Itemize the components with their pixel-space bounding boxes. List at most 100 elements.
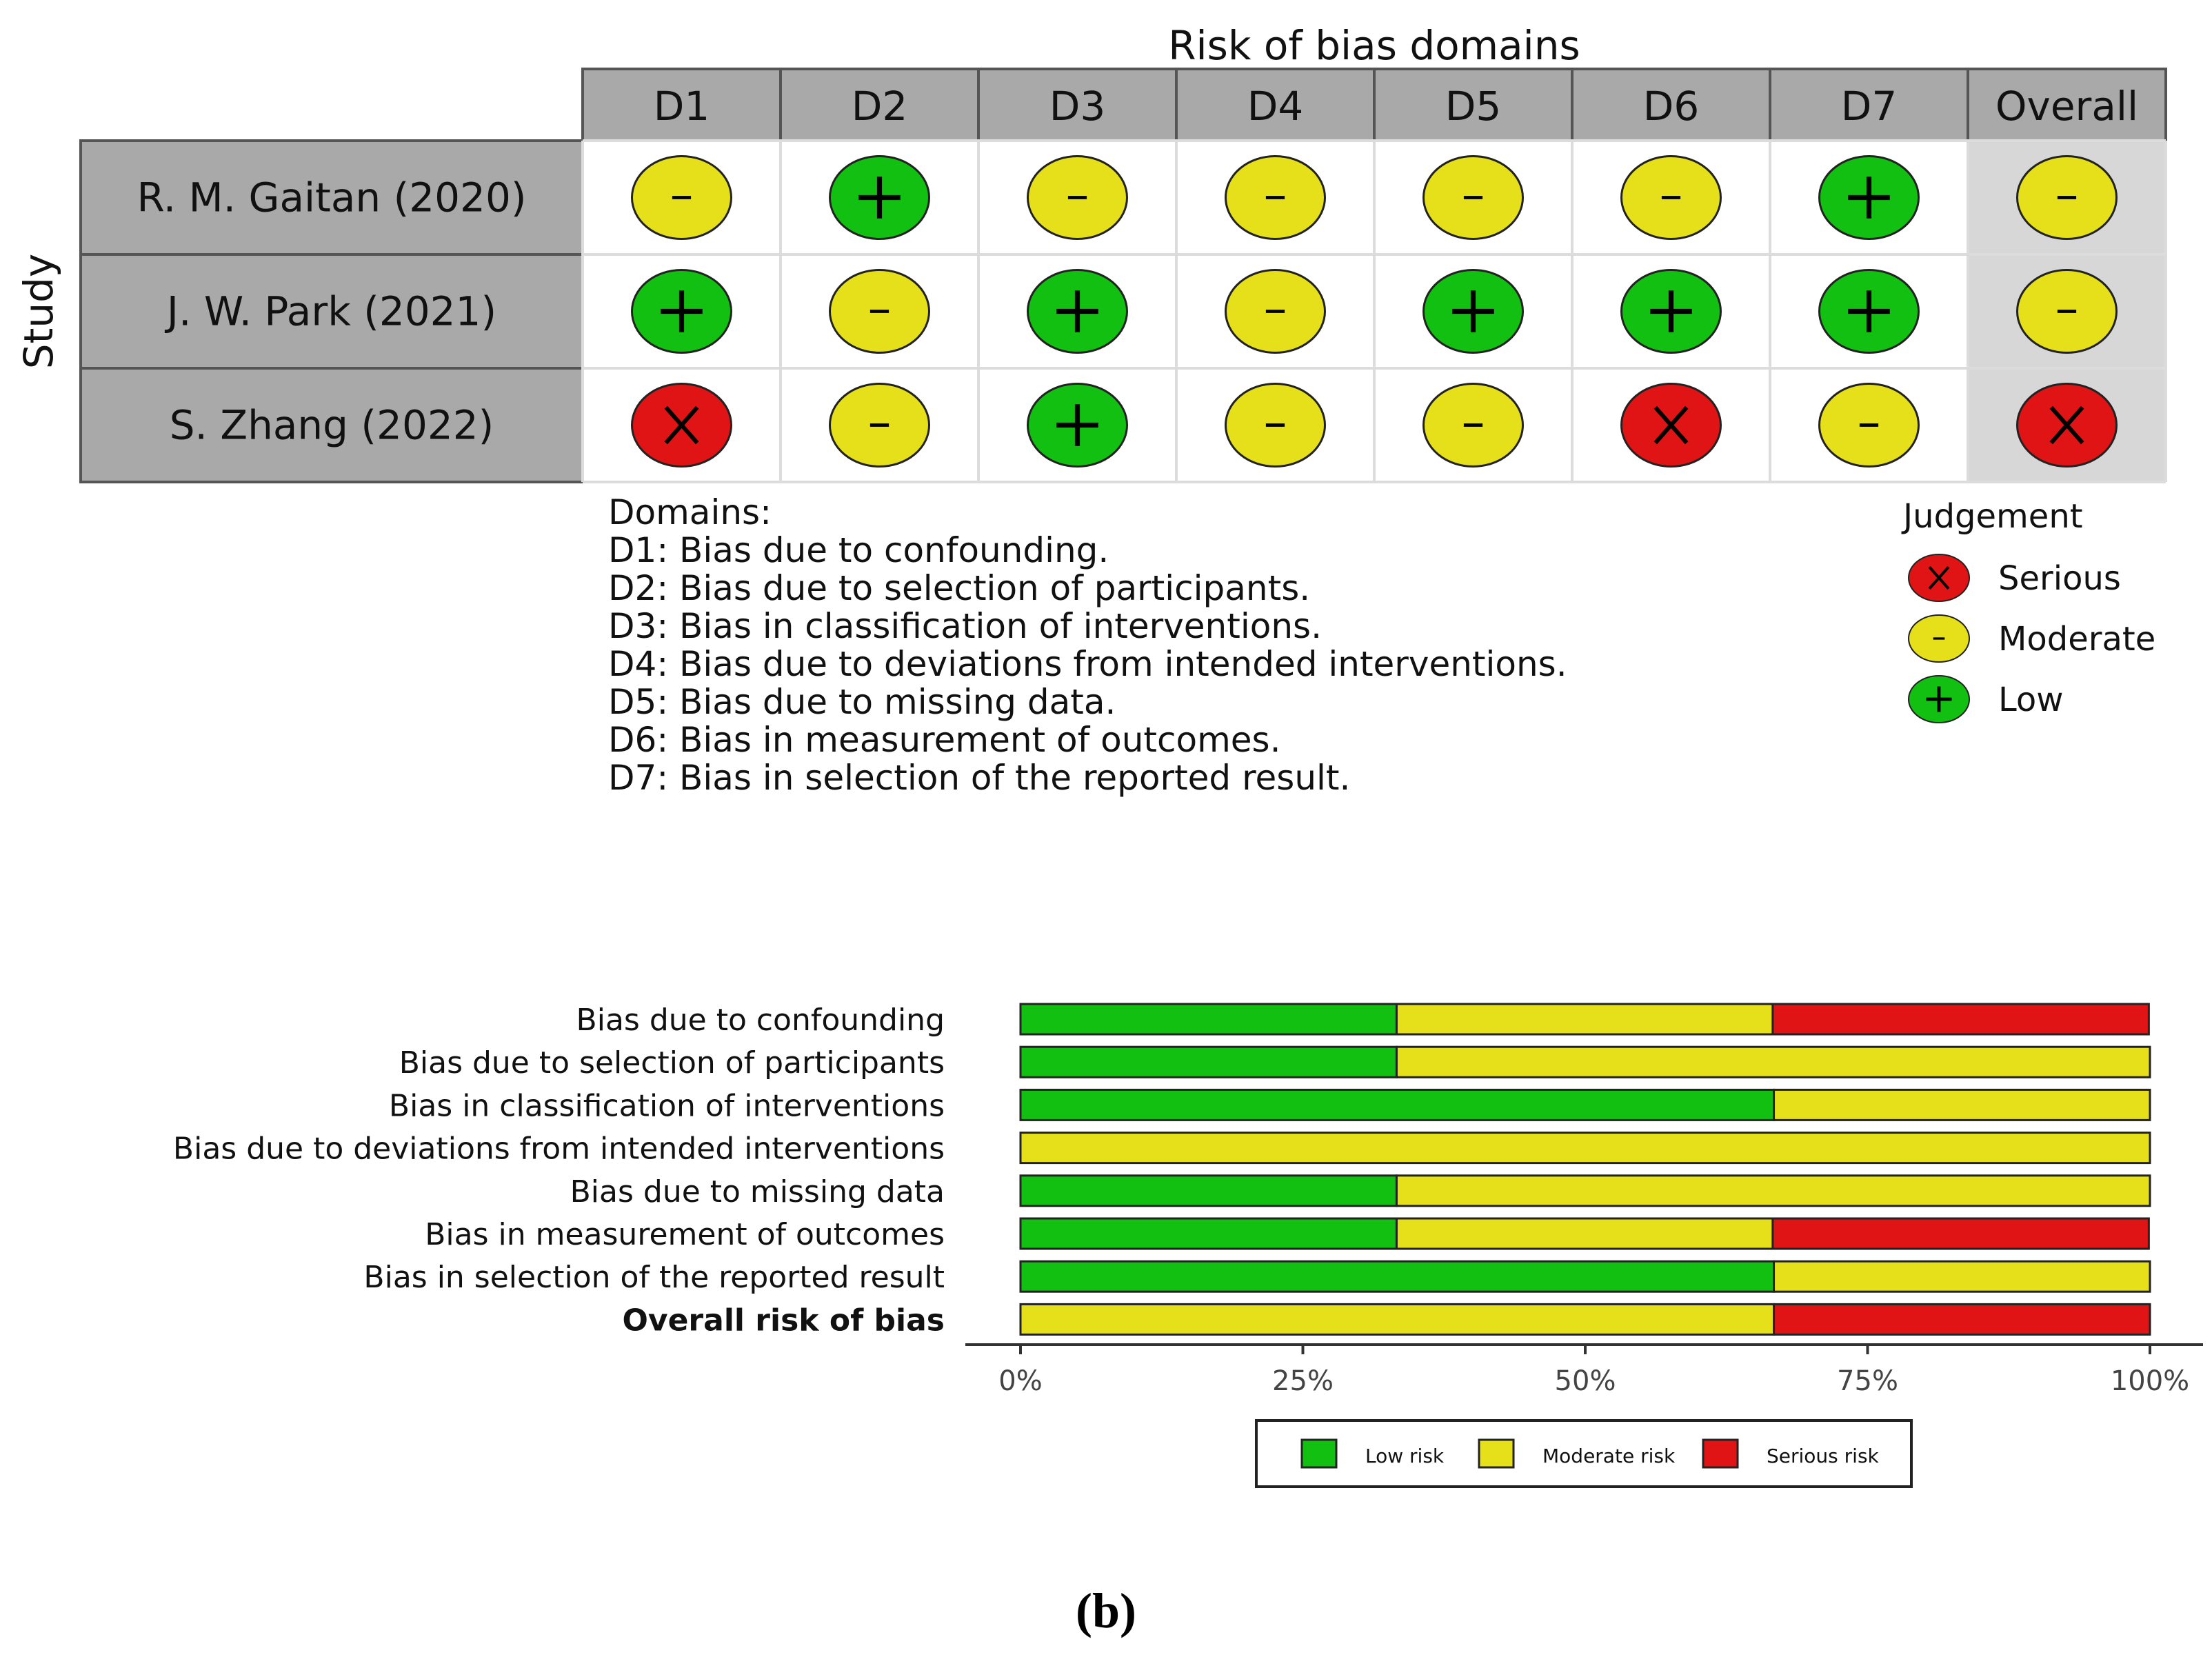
- judgement-serious: [1620, 383, 1722, 468]
- column-header-cell: [779, 68, 980, 142]
- judgement-low: [1818, 269, 1920, 354]
- x-mark: [1653, 405, 1689, 445]
- bar-segment: [1019, 1003, 1398, 1036]
- bar-legend-swatch: [1300, 1438, 1338, 1469]
- bar-legend-box: [1255, 1419, 1913, 1488]
- bar-segment: [1019, 1174, 1398, 1207]
- bar-segment: [1395, 1174, 2151, 1207]
- x-tick-label: 0%: [998, 1365, 1042, 1397]
- x-tick-label: 50%: [1555, 1365, 1616, 1397]
- bar-legend-label: Serious risk: [1767, 1445, 1880, 1467]
- judgement-moderate: [1818, 383, 1920, 468]
- domain-definition: D3: Bias in classification of interventi…: [608, 606, 1322, 646]
- judgement-moderate: [2016, 269, 2118, 354]
- study-row-header: [79, 139, 584, 256]
- judgement-serious: [631, 383, 732, 468]
- column-header-d1: D1: [654, 83, 710, 130]
- bar-segment: [1771, 1217, 2150, 1250]
- judgement-low: [1422, 269, 1524, 354]
- legend-title: Judgement: [1901, 497, 2083, 536]
- bar-segment: [1019, 1132, 2151, 1165]
- bar-segment: [1773, 1303, 2151, 1336]
- study-label: S. Zhang (2022): [170, 402, 494, 449]
- bar-segment: [1395, 1045, 2151, 1078]
- x-tick-label: 25%: [1272, 1365, 1334, 1397]
- column-header-d7: D7: [1841, 83, 1898, 130]
- category-label: Bias in classification of interventions: [389, 1088, 945, 1123]
- plot-title: Risk of bias domains: [1168, 22, 1580, 69]
- study-label: J. W. Park (2021): [165, 288, 496, 335]
- judgement-moderate: [829, 383, 930, 468]
- legend-symbol-low: [1908, 675, 1970, 723]
- bar-legend-swatch: [1478, 1438, 1515, 1469]
- judgement-moderate: [1620, 155, 1722, 240]
- judgement-moderate: [1225, 383, 1326, 468]
- x-tick-label: 100%: [2111, 1365, 2189, 1397]
- column-header-d3: D3: [1049, 83, 1106, 130]
- judgement-low: [1620, 269, 1722, 354]
- judgement-moderate: [631, 155, 732, 240]
- bar-legend-label: Moderate risk: [1542, 1445, 1676, 1467]
- domain-definition: D6: Bias in measurement of outcomes.: [608, 720, 1281, 760]
- bar-segment: [1019, 1217, 1398, 1250]
- bar-segment: [1019, 1045, 1398, 1078]
- column-header-d6: D6: [1643, 83, 1700, 130]
- study-row-header: [79, 253, 584, 370]
- bar-segment: [1019, 1303, 1776, 1336]
- column-header-d2: D2: [852, 83, 908, 130]
- bar-segment: [1773, 1088, 2151, 1121]
- domain-definition: D5: Bias due to missing data.: [608, 682, 1116, 722]
- study-label: R. M. Gaitan (2020): [137, 174, 527, 221]
- category-label: Bias in measurement of outcomes: [425, 1217, 945, 1252]
- domain-definition: D2: Bias due to selection of participant…: [608, 568, 1310, 608]
- panel-label: (b): [1076, 1583, 1136, 1638]
- category-label: Overall risk of bias: [623, 1303, 945, 1338]
- judgement-serious: [2016, 383, 2118, 468]
- judgement-low: [1027, 269, 1128, 354]
- judgement-low: [631, 269, 732, 354]
- x-mark: [2049, 405, 2084, 445]
- y-axis-label: Study: [15, 254, 62, 369]
- x-mark: [664, 405, 699, 445]
- category-label: Bias in selection of the reported result: [363, 1260, 945, 1295]
- bar-segment: [1395, 1217, 1774, 1250]
- judgement-legend: Judgement Serious Moderate Low: [1901, 497, 2155, 723]
- column-header-d4: D4: [1247, 83, 1304, 130]
- x-tick-label: 75%: [1837, 1365, 1898, 1397]
- bar-legend-label: Low risk: [1365, 1445, 1445, 1467]
- summary-bar-chart: Bias due to confounding Bias due to selec…: [173, 1003, 2203, 1488]
- domain-definition: D1: Bias due to confounding.: [608, 530, 1109, 570]
- domain-definition: D4: Bias due to deviations from intended…: [608, 644, 1567, 684]
- bar-segment: [1019, 1260, 1776, 1293]
- domain-definition: D7: Bias in selection of the reported re…: [608, 758, 1350, 798]
- column-header-cell: [977, 68, 1178, 142]
- bar-segment: [1395, 1003, 1774, 1036]
- judgement-low: [1027, 383, 1128, 468]
- category-label: Bias due to missing data: [570, 1174, 945, 1209]
- bar-segment: [1771, 1003, 2150, 1036]
- legend-label-moderate: Moderate: [1998, 620, 2155, 659]
- judgement-moderate: [1422, 383, 1524, 468]
- bar-legend-swatch: [1702, 1438, 1739, 1469]
- judgement-moderate: [829, 269, 930, 354]
- category-label: Bias due to confounding: [576, 1003, 945, 1038]
- judgement-moderate: [1225, 155, 1326, 240]
- judgement-low: [829, 155, 930, 240]
- domain-definitions: Domains:D1: Bias due to confounding.D2: …: [608, 492, 1567, 798]
- judgement-low: [1818, 155, 1920, 240]
- judgement-moderate: [1225, 269, 1326, 354]
- traffic-light-plot: Risk of bias domains D1 D2 D3 D4 D5 D6 D7 Overal…: [15, 22, 2167, 483]
- domains-heading: Domains:: [608, 492, 772, 532]
- column-header-d5: D5: [1445, 83, 1502, 130]
- bar-segment: [1019, 1088, 1776, 1121]
- legend-label-serious: Serious: [1998, 559, 2121, 598]
- legend-label-low: Low: [1998, 681, 2064, 719]
- column-header-overall: Overall: [1995, 83, 2138, 130]
- legend-symbol-moderate: [1908, 614, 1970, 663]
- x-mark: [1928, 565, 1950, 590]
- judgement-moderate: [2016, 155, 2118, 240]
- judgement-moderate: [1422, 155, 1524, 240]
- column-header-cell: [1967, 68, 2167, 142]
- judgement-moderate: [1027, 155, 1128, 240]
